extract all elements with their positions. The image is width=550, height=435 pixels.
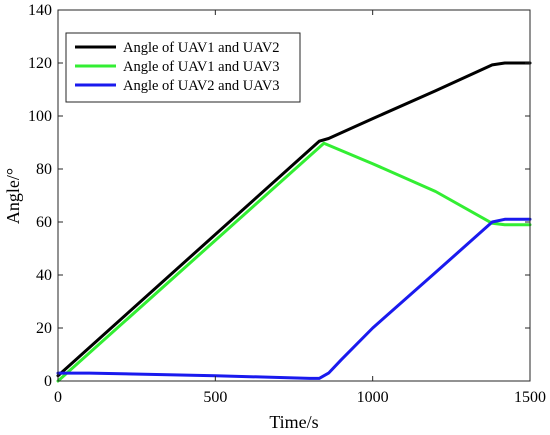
x-tick-label: 0 bbox=[54, 389, 62, 406]
y-tick-label: 140 bbox=[28, 2, 52, 19]
y-tick-label: 20 bbox=[36, 320, 52, 337]
legend-label: Angle of UAV1 and UAV2 bbox=[123, 40, 280, 56]
x-tick-label: 500 bbox=[203, 389, 227, 406]
x-tick-label: 1000 bbox=[357, 389, 389, 406]
y-tick-label: 40 bbox=[36, 267, 52, 284]
x-tick-label: 1500 bbox=[514, 389, 546, 406]
plot-frame bbox=[57, 9, 531, 382]
series-line-1 bbox=[56, 61, 532, 378]
series-lines bbox=[56, 61, 532, 383]
x-axis-title: Time/s bbox=[269, 412, 318, 432]
y-tick-label: 60 bbox=[36, 214, 52, 231]
legend-label: Angle of UAV1 and UAV3 bbox=[123, 59, 280, 75]
y-axis-title: Angle/° bbox=[3, 168, 23, 224]
y-tick-label: 80 bbox=[36, 161, 52, 178]
axis-ticks: 0 500 1000 1500 0 20 40 60 80 100 120 140 bbox=[28, 2, 546, 406]
legend: Angle of UAV1 and UAV2 Angle of UAV1 and … bbox=[65, 32, 301, 103]
series-line-3 bbox=[56, 217, 532, 380]
legend-label: Angle of UAV2 and UAV3 bbox=[123, 78, 280, 94]
series-line-2 bbox=[56, 141, 532, 383]
y-tick-label: 120 bbox=[28, 55, 52, 72]
y-tick-label: 0 bbox=[44, 373, 52, 390]
y-tick-label: 100 bbox=[28, 108, 52, 125]
